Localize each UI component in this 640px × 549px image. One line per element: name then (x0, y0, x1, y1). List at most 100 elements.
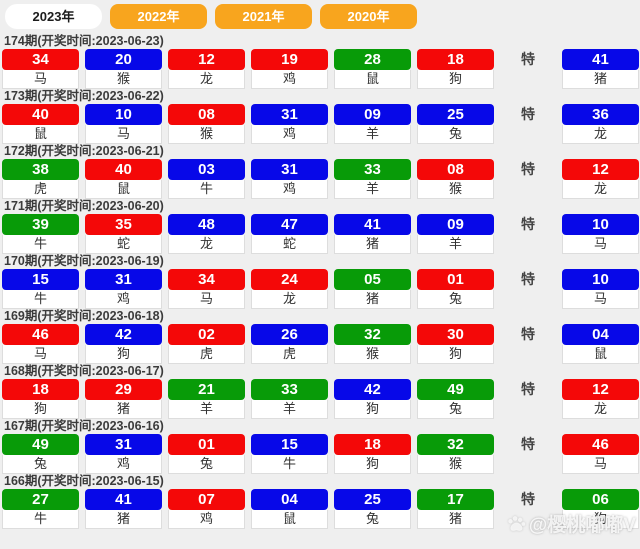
tab-year-4[interactable]: 2020年 (320, 4, 417, 29)
number-cell-special: 46 马 (562, 434, 639, 474)
zodiac-label: 马 (85, 125, 162, 144)
number-ball: 32 (417, 434, 494, 455)
special-label: 特 (521, 161, 535, 177)
number-ball: 24 (251, 269, 328, 290)
number-ball: 38 (2, 159, 79, 180)
zodiac-label: 猪 (417, 510, 494, 529)
number-cell: 41 猪 (85, 489, 162, 529)
number-cell: 49 兔 (2, 434, 79, 474)
number-ball: 10 (562, 269, 639, 290)
zodiac-label: 鼠 (2, 125, 79, 144)
zodiac-label: 虎 (168, 345, 245, 364)
draw-period: 169期 (4, 309, 38, 323)
zodiac-label: 鸡 (85, 290, 162, 309)
number-cell: 33 羊 (251, 379, 328, 419)
draw-period: 166期 (4, 474, 38, 488)
number-ball: 36 (562, 104, 639, 125)
zodiac-label: 鸡 (85, 455, 162, 474)
number-ball: 08 (417, 159, 494, 180)
zodiac-label: 牛 (168, 180, 245, 199)
number-cells: 46 马 42 狗 02 虎 26 虎 32 猴 30 狗特 04 鼠 (0, 323, 640, 364)
draw-period: 168期 (4, 364, 38, 378)
number-ball: 19 (251, 49, 328, 70)
number-cells: 18 狗 29 猪 21 羊 33 羊 42 狗 49 兔特 12 龙 (0, 378, 640, 419)
special-label: 特 (521, 436, 535, 452)
zodiac-label: 狗 (2, 400, 79, 419)
zodiac-label: 狗 (85, 345, 162, 364)
tab-year-2[interactable]: 2022年 (110, 4, 207, 29)
number-cell: 15 牛 (2, 269, 79, 309)
draw-time: (开奖时间:2023-06-17) (37, 364, 164, 378)
number-ball: 31 (85, 269, 162, 290)
number-cell-special: 12 龙 (562, 379, 639, 419)
draw-row: 168期(开奖时间:2023-06-17) 18 狗 29 猪 21 羊 33 羊 42 狗 49 兔特… (0, 364, 640, 419)
number-ball: 07 (168, 489, 245, 510)
draw-time: (开奖时间:2023-06-16) (37, 419, 164, 433)
number-ball: 02 (168, 324, 245, 345)
number-cell: 31 鸡 (251, 104, 328, 144)
special-label: 特 (521, 491, 535, 507)
number-ball: 39 (2, 214, 79, 235)
number-ball: 06 (562, 489, 639, 510)
zodiac-label: 猴 (417, 455, 494, 474)
draw-period-header: 169期(开奖时间:2023-06-18) (0, 309, 640, 323)
draw-period: 174期 (4, 34, 38, 48)
zodiac-label: 鸡 (168, 510, 245, 529)
number-ball: 09 (334, 104, 411, 125)
special-label: 特 (521, 381, 535, 397)
number-ball: 10 (562, 214, 639, 235)
number-cell: 01 兔 (417, 269, 494, 309)
number-cells: 40 鼠 10 马 08 猴 31 鸡 09 羊 25 兔特 36 龙 (0, 103, 640, 144)
number-ball: 41 (85, 489, 162, 510)
number-cell-special: 10 马 (562, 214, 639, 254)
zodiac-label: 猪 (334, 290, 411, 309)
draw-row: 174期(开奖时间:2023-06-23) 34 马 20 猴 12 龙 19 鸡 28 鼠 18 狗特… (0, 34, 640, 89)
number-cell: 18 狗 (2, 379, 79, 419)
special-label: 特 (521, 106, 535, 122)
draw-period-header: 170期(开奖时间:2023-06-19) (0, 254, 640, 268)
number-cell: 18 狗 (417, 49, 494, 89)
zodiac-label: 龙 (251, 290, 328, 309)
number-ball: 42 (334, 379, 411, 400)
number-ball: 31 (251, 104, 328, 125)
draw-row: 167期(开奖时间:2023-06-16) 49 兔 31 鸡 01 兔 15 牛 18 狗 32 猴特… (0, 419, 640, 474)
draw-time: (开奖时间:2023-06-23) (37, 34, 164, 48)
zodiac-label: 龙 (168, 70, 245, 89)
number-cell: 39 牛 (2, 214, 79, 254)
draw-period-header: 174期(开奖时间:2023-06-23) (0, 34, 640, 48)
zodiac-label: 羊 (168, 400, 245, 419)
number-cell-special: 06 狗 (562, 489, 639, 529)
number-ball: 33 (334, 159, 411, 180)
tab-year-1[interactable]: 2023年 (5, 4, 102, 29)
zodiac-label: 兔 (334, 510, 411, 529)
draw-period-header: 172期(开奖时间:2023-06-21) (0, 144, 640, 158)
number-cell: 42 狗 (334, 379, 411, 419)
zodiac-label: 牛 (2, 290, 79, 309)
number-ball: 25 (334, 489, 411, 510)
number-ball: 46 (2, 324, 79, 345)
number-cell: 25 兔 (417, 104, 494, 144)
number-cells: 38 虎 40 鼠 03 牛 31 鸡 33 羊 08 猴特 12 龙 (0, 158, 640, 199)
number-ball: 41 (562, 49, 639, 70)
draw-time: (开奖时间:2023-06-21) (37, 144, 164, 158)
number-cells: 27 牛 41 猪 07 鸡 04 鼠 25 兔 17 猪特 06 狗 (0, 488, 640, 529)
number-cell: 46 马 (2, 324, 79, 364)
draw-period-header: 168期(开奖时间:2023-06-17) (0, 364, 640, 378)
zodiac-label: 兔 (417, 125, 494, 144)
tab-year-3[interactable]: 2021年 (215, 4, 312, 29)
number-cell: 09 羊 (417, 214, 494, 254)
draw-period: 167期 (4, 419, 38, 433)
number-ball: 08 (168, 104, 245, 125)
number-ball: 03 (168, 159, 245, 180)
number-cell: 24 龙 (251, 269, 328, 309)
number-ball: 18 (417, 49, 494, 70)
number-cell: 31 鸡 (251, 159, 328, 199)
number-cell: 20 猴 (85, 49, 162, 89)
number-cell-special: 04 鼠 (562, 324, 639, 364)
results-list: 174期(开奖时间:2023-06-23) 34 马 20 猴 12 龙 19 鸡 28 鼠 18 狗特… (0, 33, 640, 529)
zodiac-label: 马 (562, 235, 639, 254)
zodiac-label: 狗 (334, 455, 411, 474)
zodiac-label: 猪 (562, 70, 639, 89)
number-ball: 32 (334, 324, 411, 345)
number-ball: 27 (2, 489, 79, 510)
